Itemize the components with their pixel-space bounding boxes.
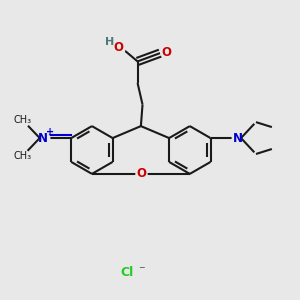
Text: ⁻: ⁻ (138, 264, 144, 277)
Text: O: O (161, 46, 171, 59)
Text: O: O (136, 167, 146, 180)
Text: H: H (105, 37, 115, 46)
Text: N: N (38, 132, 48, 145)
Text: N: N (233, 132, 243, 145)
Text: CH₃: CH₃ (14, 151, 32, 161)
Text: +: + (46, 127, 54, 137)
Text: Cl: Cl (120, 266, 134, 279)
Text: CH₃: CH₃ (14, 115, 32, 125)
Text: O: O (114, 41, 124, 54)
